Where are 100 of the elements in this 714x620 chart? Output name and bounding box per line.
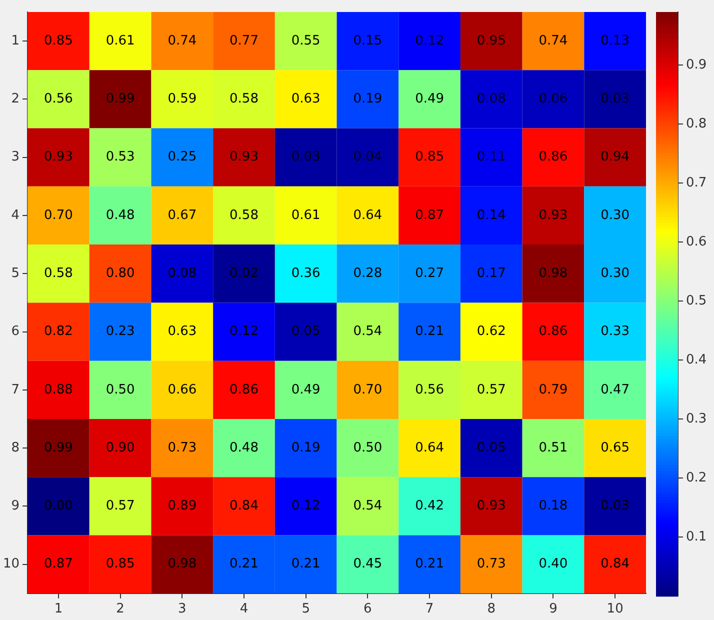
data-label: 0.87: [44, 556, 73, 572]
data-label: 0.40: [538, 556, 568, 572]
data-label: 0.13: [600, 33, 630, 48]
data-label: 0.58: [44, 266, 73, 282]
data-label: 0.54: [353, 324, 382, 340]
y-tick-label: 7: [11, 382, 20, 398]
data-label: 0.15: [353, 33, 382, 48]
data-label: 0.48: [230, 440, 258, 456]
data-label: 0.25: [168, 150, 197, 165]
data-label: 0.88: [44, 382, 73, 398]
data-label: 0.21: [291, 556, 320, 572]
data-label: 0.84: [230, 498, 258, 514]
data-label: 0.99: [106, 92, 135, 107]
data-label: 0.30: [600, 266, 630, 282]
data-label: 0.58: [230, 208, 258, 223]
data-label: 0.53: [106, 150, 135, 165]
y-tick-label: 8: [11, 440, 20, 456]
data-label: 0.08: [476, 92, 506, 107]
data-label: 0.23: [106, 324, 135, 340]
y-tick-label: 3: [11, 150, 20, 165]
data-label: 0.49: [415, 92, 444, 107]
x-tick-label: 6: [364, 602, 372, 617]
y-tick-label: 2: [11, 92, 20, 107]
data-label: 0.17: [476, 266, 506, 282]
data-label: 0.66: [168, 382, 197, 398]
x-tick-label: 2: [116, 602, 124, 617]
data-label: 0.04: [353, 150, 382, 165]
data-label: 0.42: [415, 498, 444, 514]
data-label: 0.63: [291, 92, 320, 107]
data-label: 0.98: [538, 266, 568, 282]
data-label: 0.73: [476, 556, 506, 572]
data-label: 0.27: [415, 266, 444, 282]
data-label: 0.56: [44, 92, 73, 107]
data-label: 0.67: [168, 208, 197, 223]
data-label: 0.49: [291, 382, 320, 398]
color-bar-label: 0.5: [686, 293, 707, 308]
y-tick-label: 9: [11, 498, 20, 514]
data-label: 0.93: [476, 498, 506, 514]
y-tick-label: 10: [2, 556, 20, 572]
data-label: 0.05: [476, 440, 506, 456]
data-label: 0.03: [600, 92, 630, 107]
data-label: 0.64: [415, 440, 444, 456]
data-label: 0.58: [230, 92, 258, 107]
data-label: 0.85: [415, 150, 444, 165]
data-label: 0.73: [168, 440, 197, 456]
data-label: 0.86: [538, 150, 568, 165]
data-label: 0.51: [538, 440, 568, 456]
color-bar-label: 0.6: [686, 234, 707, 250]
data-label: 0.50: [106, 382, 135, 398]
data-label: 0.77: [230, 33, 258, 48]
data-label: 0.30: [600, 208, 630, 223]
x-tick-label: 8: [487, 602, 496, 617]
data-label: 0.45: [353, 556, 382, 572]
data-label: 0.56: [415, 382, 444, 398]
data-label: 0.70: [353, 382, 382, 398]
data-label: 0.05: [291, 324, 320, 340]
data-label: 0.99: [44, 440, 73, 456]
data-label: 0.65: [600, 440, 630, 456]
data-label: 0.95: [476, 33, 506, 48]
data-label: 0.93: [230, 150, 258, 165]
data-label: 0.70: [44, 208, 73, 223]
data-label: 0.63: [168, 324, 197, 340]
data-label: 0.93: [538, 208, 568, 223]
color-bar-label: 0.3: [686, 411, 707, 426]
color-bar-label: 0.2: [686, 470, 707, 486]
data-label: 0.55: [291, 33, 320, 48]
x-tick-label: 3: [178, 602, 186, 617]
data-label: 0.93: [44, 150, 73, 165]
data-label: 0.36: [291, 266, 320, 282]
data-label: 0.85: [44, 33, 73, 48]
x-tick-label: 4: [240, 602, 248, 617]
x-tick-label: 10: [606, 602, 624, 617]
data-label: 0.12: [230, 324, 258, 340]
data-label: 0.82: [44, 324, 73, 340]
data-label: 0.80: [106, 266, 135, 282]
data-label: 0.28: [353, 266, 382, 282]
data-label: 0.21: [415, 556, 444, 572]
data-label: 0.19: [353, 92, 382, 107]
data-label: 0.54: [353, 498, 382, 514]
data-label: 0.02: [230, 266, 258, 282]
data-label: 0.21: [415, 324, 444, 340]
data-label: 0.61: [106, 33, 135, 48]
data-label: 0.86: [538, 324, 568, 340]
data-label: 0.59: [168, 92, 197, 107]
data-label: 0.21: [230, 556, 258, 572]
data-label: 0.87: [415, 208, 444, 223]
data-label: 0.14: [476, 208, 506, 223]
y-tick-label: 4: [11, 208, 20, 223]
data-label: 0.47: [600, 382, 630, 398]
color-bar-label: 0.4: [686, 352, 707, 368]
data-label: 0.94: [600, 150, 630, 165]
data-label: 0.98: [168, 556, 197, 572]
data-label: 0.61: [291, 208, 320, 223]
data-label: 0.74: [168, 33, 197, 48]
color-bar-label: 0.7: [686, 175, 707, 190]
y-tick-label: 1: [11, 33, 20, 48]
data-label: 0.11: [476, 150, 506, 165]
data-label: 0.00: [44, 498, 73, 514]
data-label: 0.64: [353, 208, 382, 223]
data-label: 0.33: [600, 324, 630, 340]
